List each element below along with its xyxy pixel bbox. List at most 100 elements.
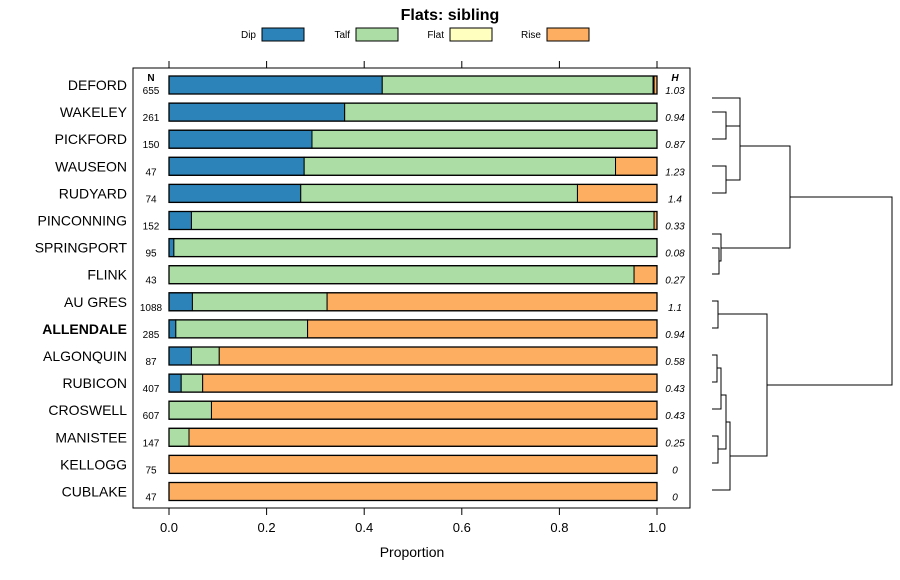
n-value: 47 [145, 167, 157, 178]
row-pickford: PICKFORD 150 0.87 [55, 129, 685, 151]
legend-label-rise: Rise [521, 30, 541, 41]
row-kellogg: KELLOGG 75 0 [60, 454, 678, 476]
dendrogram-link [712, 247, 720, 275]
site-label: ALGONQUIN [43, 348, 127, 364]
n-value: 74 [145, 194, 157, 205]
legend-label-talf: Talf [334, 30, 350, 41]
bar-segment-talf [175, 319, 309, 339]
n-value: 47 [145, 493, 157, 504]
dendrogram-link [712, 300, 719, 329]
row-pinconning: PINCONNING 152 0.33 [38, 210, 685, 233]
bar-outline [168, 481, 658, 502]
bar-segment-dip [168, 183, 302, 203]
n-column-header: N [147, 73, 154, 84]
h-value: 1.4 [668, 194, 682, 205]
x-tick-label: 0.0 [160, 520, 178, 535]
row-rudyard: RUDYARD 74 1.4 [59, 183, 682, 205]
site-label: PICKFORD [55, 131, 127, 147]
bar-outline [168, 373, 658, 393]
legend-label-dip: Dip [241, 30, 256, 41]
n-value: 261 [143, 113, 160, 124]
row-allendale: ALLENDALE 285 0.94 [42, 319, 685, 341]
site-label: RUBICON [62, 375, 127, 391]
dendrogram-link [721, 145, 791, 249]
plot-frame [132, 67, 691, 509]
dendrogram-link [767, 196, 893, 386]
h-value: 1.1 [668, 303, 682, 314]
row-wakeley: WAKELEY 261 0.94 [60, 102, 685, 124]
n-value: 95 [145, 249, 157, 260]
dendrogram-link [712, 421, 731, 491]
bar-segment-talf [173, 238, 658, 258]
n-value: 152 [143, 222, 160, 233]
bar-segment-rise [307, 319, 658, 339]
site-label: MANISTEE [55, 429, 127, 445]
dendrogram-link [718, 313, 768, 457]
x-tick-label: 0.4 [355, 520, 373, 535]
bar-outline [168, 292, 658, 312]
x-tick-label: 1.0 [648, 520, 666, 535]
h-value: 0.87 [665, 140, 685, 151]
bar-segment-talf [381, 75, 654, 95]
bar-outline [168, 129, 658, 149]
site-label: FLINK [87, 267, 127, 283]
h-value: 1.03 [665, 86, 685, 97]
dendrogram [712, 97, 893, 491]
bar-segment-dip [168, 75, 383, 95]
bar-segment-talf [190, 346, 220, 366]
h-column-header: H [671, 73, 679, 84]
bar-rows: DEFORD 655 1.03 WAKELEY 261 0.94 PICKFORD 150 0.… [35, 75, 685, 504]
h-value: 0.08 [665, 249, 685, 260]
x-tick-label: 0.2 [258, 520, 276, 535]
legend-swatch-dip [261, 27, 305, 42]
site-label: WAKELEY [60, 104, 128, 120]
row-rubicon: RUBICON 407 0.43 [62, 373, 685, 395]
row-flink: FLINK 43 0.27 [87, 265, 685, 287]
bar-segment-dip [168, 292, 193, 312]
bar-segment-rise [576, 183, 658, 203]
site-label: AU GRES [64, 294, 127, 310]
legend: Dip Talf Flat Rise [241, 27, 590, 42]
bar-segment-talf [180, 373, 204, 393]
bar-segment-talf [190, 211, 655, 230]
h-value: 0.43 [665, 411, 685, 422]
bar-segment-dip [168, 238, 175, 258]
legend-label-flat: Flat [427, 30, 444, 41]
site-label: RUDYARD [59, 185, 127, 201]
bar-outline [168, 265, 658, 285]
legend-swatch-flat [449, 27, 493, 42]
bar-segment-rise [210, 400, 658, 420]
dendrogram-link [712, 165, 727, 194]
bar-segment-talf [168, 265, 635, 285]
dendrogram-link [712, 367, 722, 410]
site-label: CROSWELL [48, 402, 127, 418]
dendrogram-link [726, 112, 741, 181]
h-value: 0.94 [665, 113, 685, 124]
dendrogram-link [712, 111, 727, 140]
h-value: 0.43 [665, 384, 685, 395]
dendrogram-link [712, 354, 718, 383]
row-au-gres: AU GRES 1088 1.1 [64, 292, 682, 314]
h-value: 0 [672, 465, 678, 476]
bar-segment-talf [191, 292, 328, 312]
n-value: 43 [145, 276, 157, 287]
bar-outline [168, 75, 658, 95]
bar-segment-dip [168, 346, 192, 366]
row-cublake: CUBLAKE 47 0 [62, 481, 678, 504]
x-axis-label: Proportion [380, 544, 445, 560]
n-value: 607 [143, 411, 160, 422]
bar-segment-talf [311, 129, 658, 149]
bar-segment-dip [168, 373, 182, 393]
h-value: 0.58 [665, 357, 685, 368]
row-manistee: MANISTEE 147 0.25 [55, 427, 685, 449]
site-label: SPRINGPORT [35, 240, 128, 256]
bar-segment-dip [168, 102, 346, 122]
bar-segment-rise [202, 373, 658, 393]
bar-segment-talf [168, 400, 212, 420]
bar-outline [168, 183, 658, 204]
x-axis: 0.0 0.2 0.4 0.6 0.8 1.0 [160, 61, 666, 535]
h-value: 0.33 [665, 222, 685, 233]
n-value: 75 [145, 465, 157, 476]
row-algonquin: ALGONQUIN 87 0.58 [43, 346, 685, 368]
